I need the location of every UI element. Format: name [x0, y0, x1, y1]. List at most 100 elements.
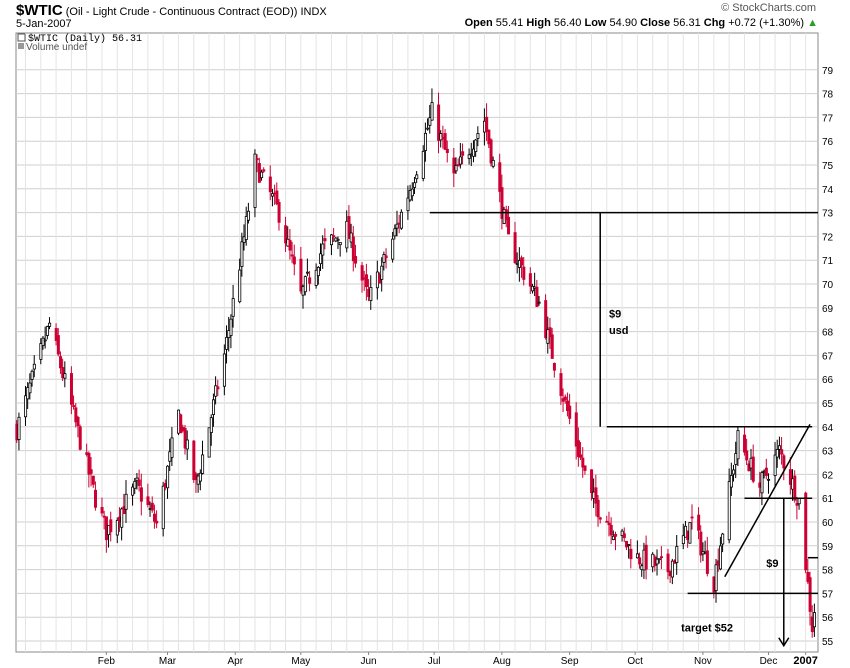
y-tick-label: 74 — [822, 185, 834, 196]
candle-body — [563, 396, 567, 401]
candle-body — [489, 139, 493, 164]
candle-body — [255, 158, 259, 161]
candle-body — [39, 343, 43, 360]
y-tick-label: 79 — [822, 66, 834, 77]
candle-body — [699, 531, 703, 556]
candle-body — [675, 546, 679, 564]
candle-body — [454, 165, 458, 172]
candle-body — [89, 469, 93, 474]
candle-body — [59, 356, 63, 369]
x-tick-label: 2007 — [793, 655, 817, 667]
candle-body — [421, 151, 425, 179]
candle-body — [528, 273, 532, 287]
candle-body — [222, 353, 226, 387]
candle-body — [474, 139, 478, 152]
candle-body — [467, 154, 471, 159]
y-tick-label: 61 — [822, 494, 834, 505]
candle-body — [760, 472, 764, 494]
candle-body — [69, 373, 73, 405]
candle-body — [364, 274, 368, 288]
candle-body — [120, 508, 124, 528]
candle-body — [568, 405, 572, 419]
y-tick-label: 75 — [822, 161, 834, 172]
candle-body — [660, 556, 664, 559]
candle-body — [745, 450, 749, 461]
close-label: Close — [640, 17, 671, 29]
candle-body — [812, 612, 816, 628]
candle-body — [305, 271, 309, 274]
candle-body — [192, 440, 196, 480]
open-value: 55.41 — [495, 17, 524, 29]
candle-body — [778, 445, 782, 450]
candle-body — [764, 467, 768, 476]
candle-body — [655, 558, 659, 565]
candle-body — [773, 454, 777, 476]
candle-body — [207, 427, 211, 458]
x-axis: Feb Mar Apr May Jun Jul Aug Sep Oct Nov Dec 2007 — [98, 652, 818, 667]
candle-body — [576, 440, 580, 457]
x-tick-label: Feb — [98, 656, 116, 667]
candle-body — [552, 362, 556, 371]
candle-body — [185, 439, 189, 450]
candle-body — [246, 210, 250, 221]
candle-body — [109, 519, 113, 533]
candle-body — [94, 489, 98, 508]
candle-body — [100, 507, 104, 514]
candle-body — [166, 465, 170, 489]
candle-body — [161, 485, 165, 530]
candle-body — [137, 479, 141, 486]
candle-body — [268, 176, 272, 193]
candle-body — [697, 514, 701, 531]
chart-title: $WTIC (Oil - Light Crude - Continuous Co… — [16, 2, 327, 19]
candle-body — [214, 385, 218, 397]
annotation-trendline — [724, 424, 811, 578]
x-tick-label: Apr — [227, 656, 243, 667]
candle-body — [461, 151, 465, 156]
candle-body — [45, 326, 49, 336]
x-tick-label: Sep — [561, 656, 579, 667]
candle-body — [456, 164, 460, 167]
close-value: 56.31 — [673, 17, 701, 29]
down-arrow-icon — [778, 637, 790, 648]
candle-body — [797, 498, 801, 505]
candle-body — [507, 216, 511, 235]
candle-body — [369, 286, 373, 301]
candle-body — [238, 269, 242, 303]
candle-body — [231, 298, 235, 317]
candle-body — [657, 558, 661, 561]
candle-body — [354, 256, 358, 264]
candle-body — [605, 520, 609, 523]
plot-background — [15, 32, 819, 653]
candle-body — [131, 486, 135, 496]
candle-body — [303, 276, 307, 293]
open-label: Open — [464, 17, 493, 29]
candle-body — [74, 407, 78, 423]
candle-body — [644, 544, 648, 570]
low-label: Low — [584, 17, 607, 29]
x-tick-label: Oct — [627, 656, 643, 667]
x-tick-label: Jul — [428, 656, 441, 667]
candle-body — [32, 363, 36, 370]
candle-body — [544, 300, 548, 339]
candle-body — [681, 535, 685, 545]
candle-body — [690, 516, 694, 519]
candle-body — [522, 266, 526, 280]
candle-body — [583, 465, 587, 471]
candle-body — [61, 367, 65, 379]
candle-body — [124, 493, 128, 510]
candle-body — [727, 481, 731, 541]
candle-body — [229, 318, 233, 336]
candle-body — [806, 572, 810, 583]
candle-body — [609, 524, 613, 536]
ohlc-summary: Open 55.41 High 56.40 Low 54.90 Close 56… — [465, 17, 818, 29]
candle-body — [574, 412, 578, 447]
candle-body — [271, 193, 275, 197]
candle-body — [548, 327, 552, 338]
candle-body — [688, 522, 692, 544]
copyright-notice: © StockCharts.com — [721, 2, 816, 14]
candle-body — [714, 564, 718, 592]
candle-body — [78, 426, 82, 450]
candle-body — [500, 187, 504, 219]
candle-body — [491, 159, 495, 167]
candle-body — [17, 416, 21, 440]
